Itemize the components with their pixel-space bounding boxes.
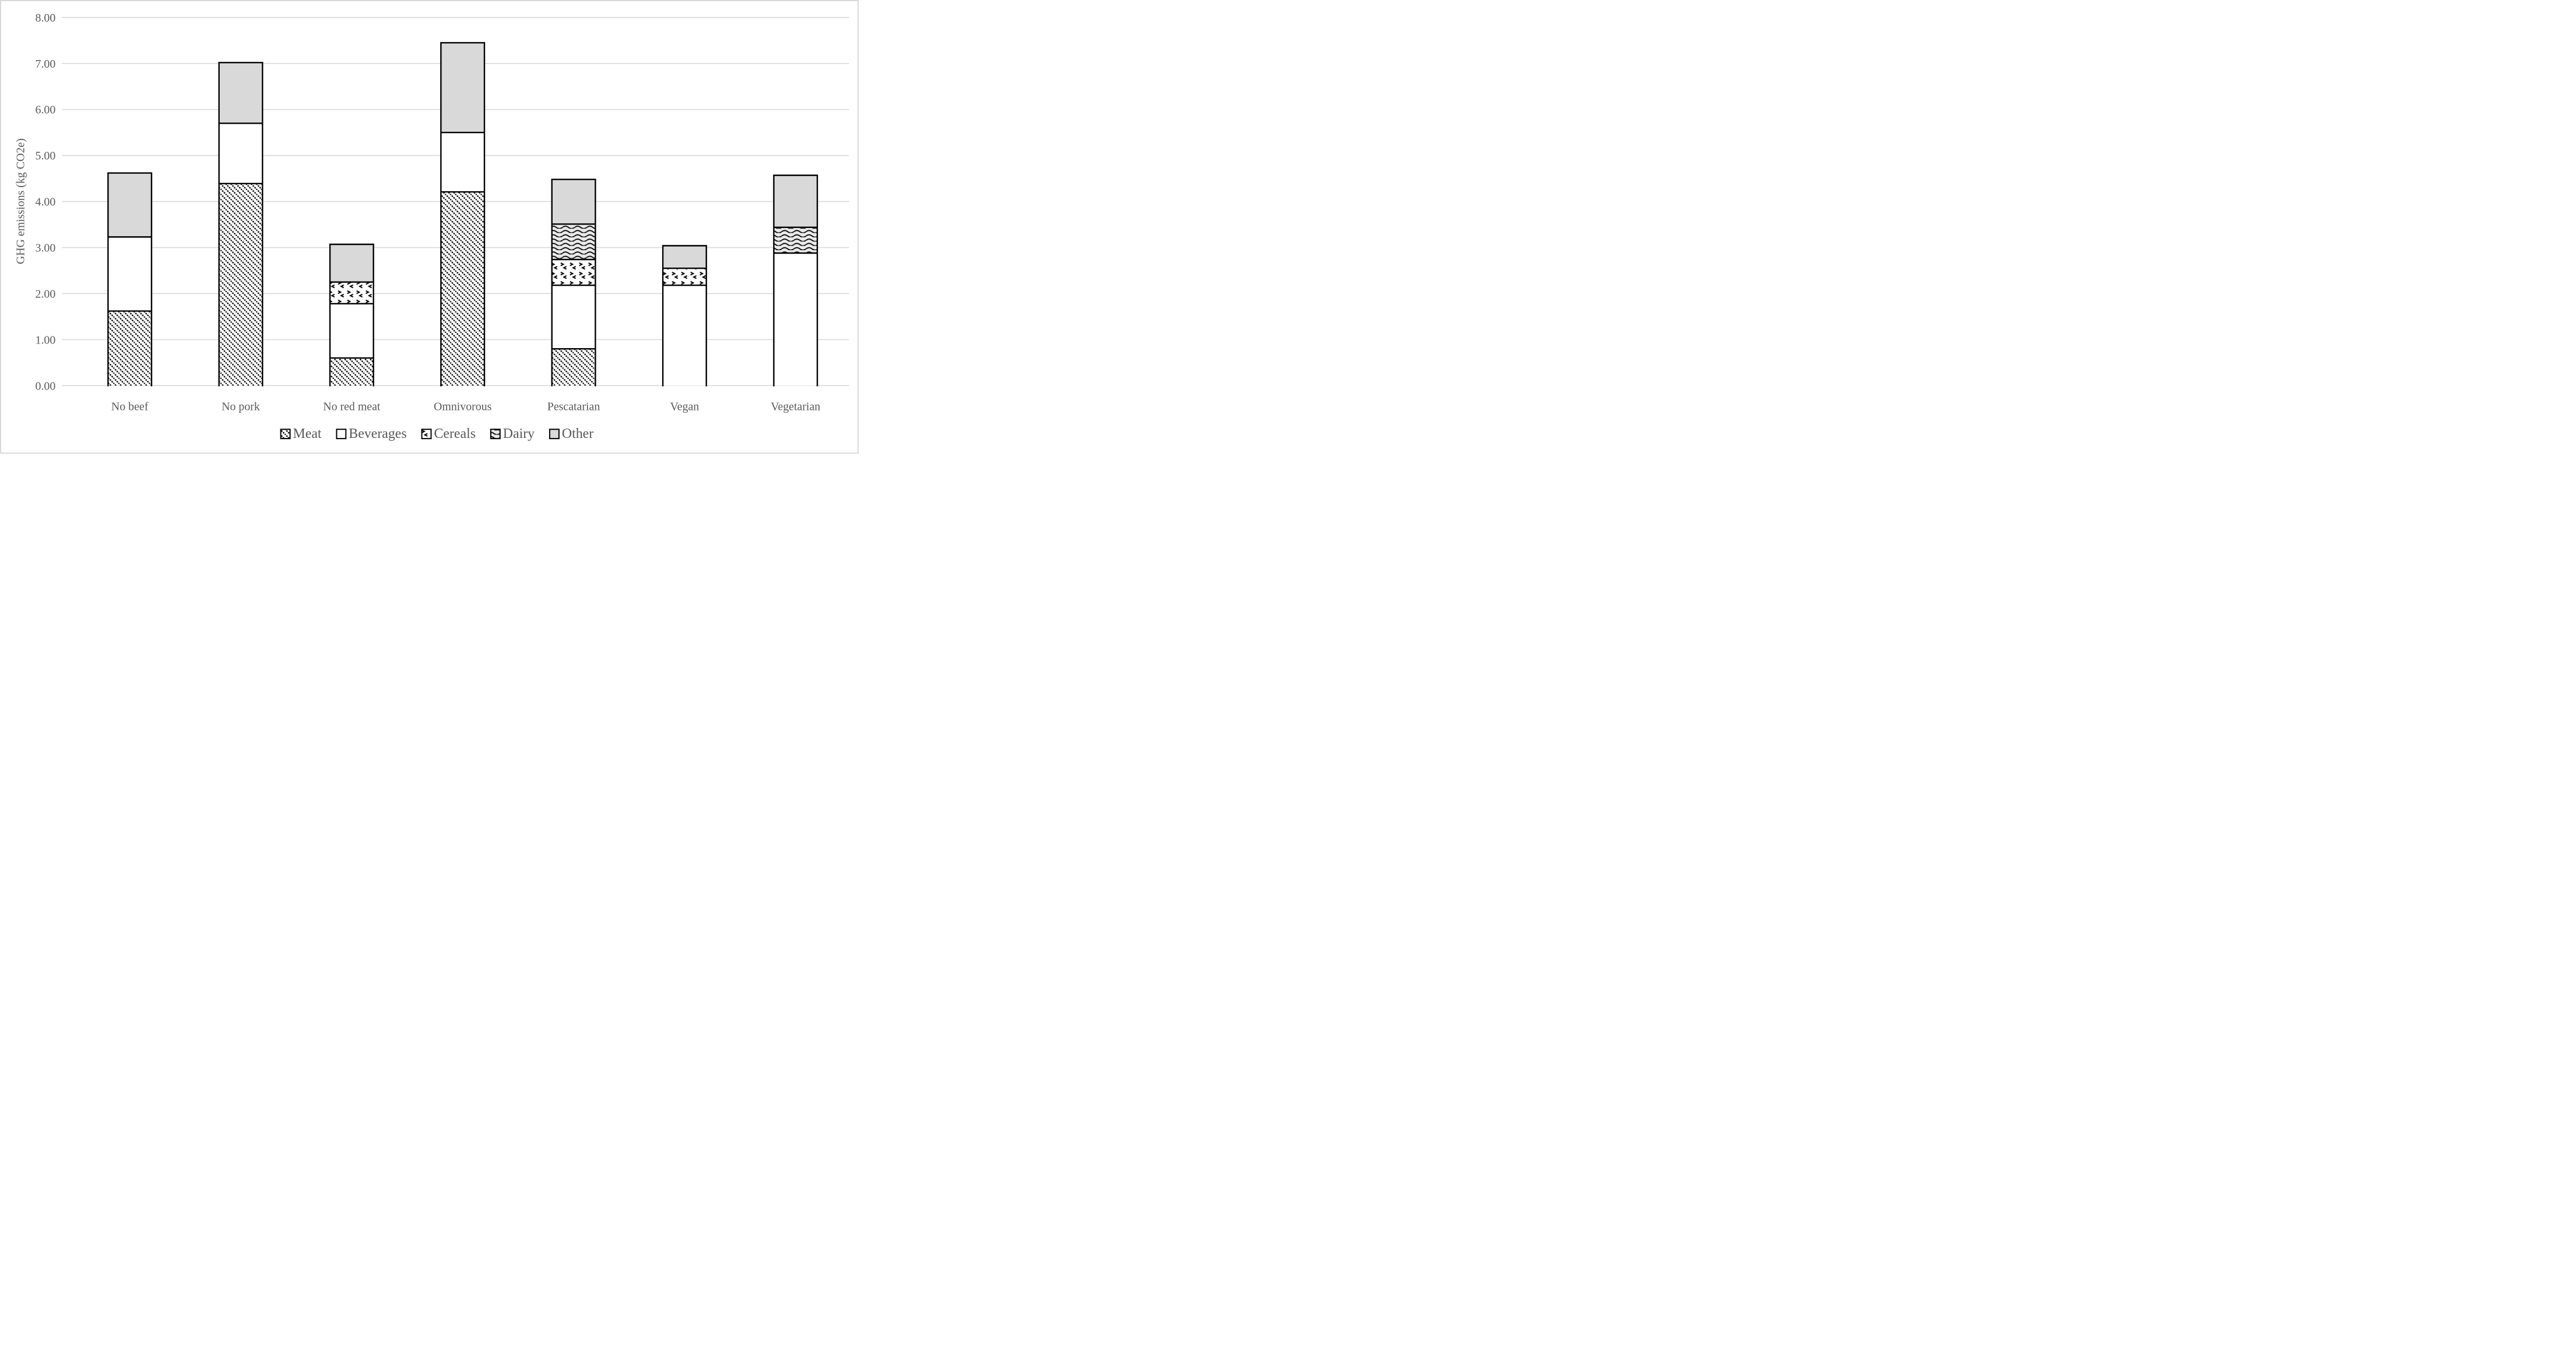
bar-segment [551,224,596,260]
legend-swatch-other [549,429,560,440]
bar-segment [663,245,707,269]
bar-border [662,245,707,387]
bar-segment [774,252,818,386]
bar-segment [551,349,596,386]
legend-label: Meat [293,426,322,441]
legend-swatch-meat [280,429,291,440]
bar-segment [108,173,152,237]
legend-label: Other [562,426,593,441]
y-tick-label: 4.00 [36,196,56,209]
bar-segment [774,227,818,253]
y-tick-label: 2.00 [36,287,56,300]
bar-border [107,172,153,387]
legend-label: Beverages [349,426,406,441]
y-tick-label: 0.00 [36,380,56,392]
bar-segment [219,183,263,386]
bar-segment [441,132,485,192]
bar-segment [330,357,374,386]
bar-border [440,42,486,387]
bar-segment [441,192,485,386]
bar-segment [108,311,152,386]
x-category-label: No red meat [323,400,381,413]
legend-swatch-cereals [421,429,432,440]
bar-segment [108,237,152,311]
bar-segment [441,43,485,133]
legend-swatch-beverages [336,429,347,440]
bar-segment [551,179,596,225]
bar-segment [774,175,818,227]
bar-border [551,178,596,387]
y-tick-label: 8.00 [36,12,56,24]
x-category-label: Omnivorous [434,400,492,413]
bar-segment [663,285,707,386]
bar-segment [330,303,374,358]
bar-segment [663,268,707,286]
ghg-stacked-bar-chart: 0.00 1.00 2.00 3.00 4.00 5.00 6.00 7.00 8.00 GHG … [15,12,849,441]
bar-segment [330,282,374,304]
bar-segment [551,259,596,286]
y-tick-label: 7.00 [36,58,56,71]
x-category-label: No beef [111,400,149,413]
y-tick-label: 5.00 [36,150,56,163]
bar-segment [330,244,374,282]
bar-border [329,243,374,387]
x-category-label: Vegan [670,400,700,413]
x-category-label: Vegetarian [771,400,820,413]
y-axis-title: GHG emissions (kg CO2e) [15,138,27,264]
legend-swatch-dairy [490,429,501,440]
bar-segment [219,123,263,184]
y-tick-label: 6.00 [36,104,56,117]
x-category-label: Pescatarian [547,400,600,413]
y-tick-label: 1.00 [36,334,56,346]
bar-border [218,62,263,387]
bar-segment [219,62,263,124]
chart-figure: 0.00 1.00 2.00 3.00 4.00 5.00 6.00 7.00 8.00 GHG … [0,0,859,454]
bar-border [773,174,818,387]
x-category-label: No pork [222,400,260,413]
legend-label: Cereals [434,426,476,441]
legend: Meat Beverages Cereals Dairy Other [280,426,593,441]
y-tick-label: 3.00 [36,241,56,254]
bar-segment [551,285,596,349]
legend-label: Dairy [503,426,535,441]
